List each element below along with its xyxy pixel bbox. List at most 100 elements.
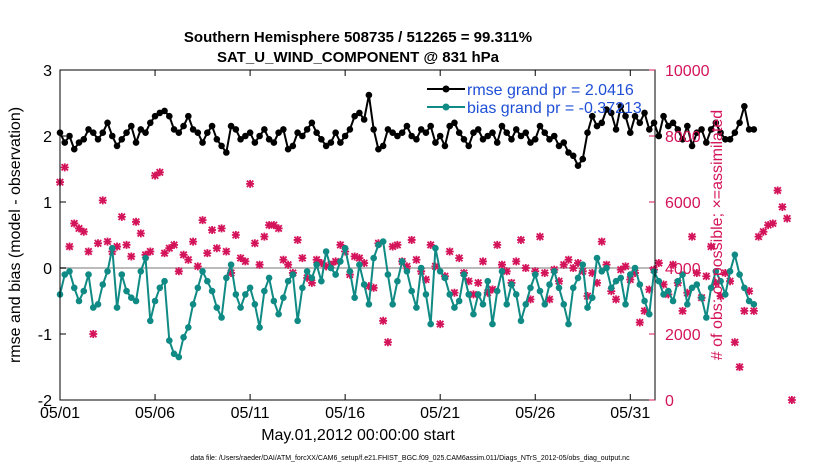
- rmse-point: [422, 129, 430, 136]
- bias-point: [403, 268, 411, 275]
- bias-point: [527, 284, 534, 292]
- obs-marker: [488, 285, 497, 294]
- bias-point: [598, 268, 606, 275]
- rmse-point: [550, 132, 558, 140]
- bias-point: [432, 244, 439, 252]
- y-tick-label: 1: [43, 195, 52, 212]
- bias-point: [180, 334, 187, 341]
- obs-marker: [203, 249, 212, 258]
- rmse-point: [137, 126, 145, 133]
- y-axis-right: 0 2000 4000 6000 8000 10000: [649, 63, 710, 410]
- legend: rmse grand pr = 2.0416 bias grand pr = -…: [427, 82, 642, 117]
- rmse-point: [151, 112, 159, 120]
- obs-marker: [768, 219, 777, 228]
- rmse-point: [508, 136, 515, 143]
- rmse-point: [280, 126, 287, 133]
- rmse-point: [584, 129, 591, 136]
- bias-point: [175, 353, 183, 361]
- rmse-point: [750, 126, 758, 133]
- bias-point: [94, 301, 102, 308]
- bias-point: [684, 301, 691, 308]
- rmse-point: [603, 106, 610, 113]
- rmse-point: [598, 119, 606, 127]
- rmse-point: [622, 112, 629, 120]
- bias-point: [394, 277, 401, 285]
- obs-marker: [707, 242, 716, 251]
- rmse-point: [142, 129, 149, 136]
- rmse-point: [318, 136, 325, 143]
- rmse-point: [612, 126, 620, 133]
- obs-marker: [678, 306, 687, 315]
- rmse-point: [398, 129, 406, 136]
- obs-marker: [726, 277, 735, 286]
- series-bias: [56, 238, 758, 361]
- rmse-point: [636, 119, 644, 127]
- rmse-point: [588, 112, 596, 120]
- bias-point: [489, 320, 496, 328]
- rmse-point: [626, 129, 634, 136]
- obs-marker: [516, 235, 525, 244]
- obs-marker: [669, 260, 678, 269]
- bias-point: [127, 294, 135, 302]
- bias-point: [151, 297, 159, 305]
- y-tick-label: 2: [43, 129, 52, 146]
- bias-point: [356, 261, 363, 269]
- obs-marker: [122, 240, 131, 249]
- bias-point: [422, 291, 430, 298]
- rmse-point: [579, 155, 587, 163]
- obs-marker: [360, 259, 369, 268]
- rmse-point: [356, 109, 363, 117]
- rmse-point: [185, 112, 192, 120]
- rmse-point: [441, 142, 449, 150]
- rmse-point: [641, 109, 648, 117]
- bias-point: [612, 277, 620, 285]
- bias-point: [565, 320, 572, 328]
- obs-marker: [730, 338, 739, 347]
- rmse-point: [75, 139, 83, 146]
- obs-marker: [265, 221, 274, 230]
- y2-tick-label: 0: [665, 393, 674, 410]
- bias-point: [722, 291, 729, 298]
- obs-marker: [664, 290, 673, 299]
- rmse-point: [113, 142, 121, 150]
- obs-marker: [160, 249, 169, 258]
- obs-marker: [298, 254, 307, 263]
- obs-marker: [692, 268, 701, 277]
- bias-point: [479, 301, 487, 308]
- obs-marker: [388, 242, 397, 251]
- rmse-point: [370, 126, 377, 133]
- obs-marker: [445, 247, 454, 256]
- obs-marker: [659, 280, 668, 289]
- rmse-point: [303, 126, 311, 133]
- rmse-point: [655, 132, 663, 140]
- obs-marker: [312, 255, 321, 264]
- rmse-point: [166, 112, 173, 120]
- bias-point: [693, 281, 701, 288]
- bias-point: [308, 274, 316, 282]
- rmse-point: [536, 122, 544, 130]
- obs-marker: [593, 278, 602, 287]
- obs-marker: [117, 212, 126, 221]
- obs-marker: [231, 231, 240, 239]
- rmse-point: [688, 142, 696, 150]
- obs-marker: [212, 244, 221, 253]
- bias-point: [303, 268, 311, 275]
- bias-point: [384, 271, 392, 278]
- rmse-point: [474, 126, 482, 133]
- obs-marker: [773, 186, 782, 195]
- obs-marker: [464, 277, 473, 286]
- bias-point: [108, 244, 116, 252]
- obs-marker: [426, 240, 435, 249]
- rmse-point: [489, 129, 496, 136]
- chart-subtitle: SAT_U_WIND_COMPONENT @ 831 hPa: [217, 49, 500, 66]
- rmse-point: [284, 145, 292, 153]
- obs-marker: [402, 262, 411, 271]
- rmse-point: [341, 132, 349, 140]
- bias-point: [665, 287, 672, 295]
- obs-marker: [103, 237, 112, 246]
- obs-marker: [602, 260, 611, 269]
- rmse-point: [522, 129, 530, 136]
- rmse-point: [427, 122, 434, 130]
- x-axis: 05/01 05/06 05/11 05/16 05/21 05/26 05/31: [40, 70, 650, 422]
- bias-point: [579, 261, 587, 269]
